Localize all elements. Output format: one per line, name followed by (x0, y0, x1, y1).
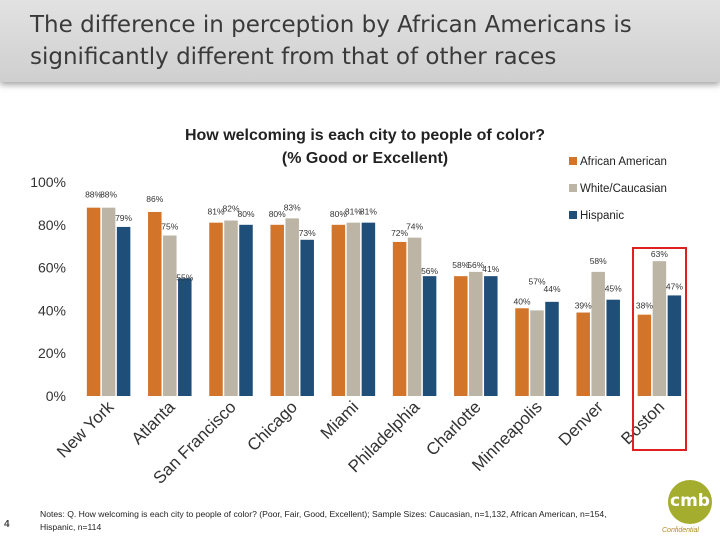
bar-atlanta-hispanic (178, 278, 192, 396)
data-label: 56% (421, 266, 438, 276)
y-tick-label: 100% (30, 174, 66, 190)
bar-new-york-white-caucasian (101, 207, 116, 396)
y-tick-label: 0% (46, 388, 66, 404)
bar-boston-african-american (637, 314, 652, 396)
bar-denver-white-caucasian (591, 271, 605, 396)
data-label: 86% (146, 194, 163, 204)
bars-layer (86, 207, 682, 396)
data-label: 47% (666, 281, 683, 291)
x-category-label: New York (53, 397, 118, 462)
data-labels-layer: 88%88%79%86%75%55%81%82%80% 80%83%73%80%8… (85, 190, 683, 311)
legend: African American White/Caucasian Hispanic (569, 156, 667, 222)
data-label: 80% (330, 209, 347, 219)
bar-philadelphia-white-caucasian (407, 237, 422, 396)
bar-denver-hispanic (606, 299, 620, 396)
legend-swatch (569, 157, 577, 165)
chart-title: How welcoming is each city to people of … (185, 127, 545, 144)
page-number: 4 (4, 519, 10, 530)
bar-denver-african-american (576, 312, 590, 396)
x-category-label: Charlotte (422, 397, 484, 459)
x-category-label: Boston (617, 397, 668, 448)
data-label: 75% (161, 222, 178, 232)
bar-miami-african-american (331, 224, 346, 396)
x-category-label: Chicago (243, 397, 301, 455)
bar-atlanta-white-caucasian (163, 235, 177, 396)
bar-san-francisco-african-american (209, 222, 223, 396)
data-label: 83% (284, 202, 301, 212)
data-label: 88% (85, 190, 102, 200)
data-label: 38% (636, 301, 653, 311)
bar-new-york-african-american (86, 207, 101, 396)
data-label: 81% (345, 207, 362, 217)
data-label: 73% (299, 228, 316, 238)
data-label: 57% (528, 276, 545, 286)
data-label: 80% (269, 209, 286, 219)
data-label: 44% (543, 284, 560, 294)
bar-minneapolis-hispanic (545, 301, 559, 396)
data-label: 81% (207, 207, 224, 217)
bar-minneapolis-white-caucasian (530, 310, 544, 396)
boston-highlight-box (632, 247, 687, 451)
cmb-logo: cmb (668, 480, 712, 524)
data-label: 80% (237, 209, 254, 219)
bar-san-francisco-white-caucasian (224, 220, 238, 396)
bar-chicago-hispanic (300, 239, 314, 396)
bar-new-york-hispanic (116, 226, 131, 396)
y-tick-label: 20% (38, 345, 66, 361)
bar-philadelphia-hispanic (422, 276, 437, 396)
bar-minneapolis-african-american (515, 308, 529, 396)
data-label: 81% (360, 207, 377, 217)
data-label: 79% (115, 213, 132, 223)
data-label: 63% (651, 249, 668, 259)
data-label: 88% (100, 190, 117, 200)
data-label: 55% (176, 272, 193, 282)
bar-san-francisco-hispanic (239, 224, 253, 396)
data-label: 56% (467, 260, 484, 270)
data-label: 58% (590, 256, 607, 266)
data-label: 40% (513, 296, 530, 306)
y-tick-label: 80% (38, 217, 66, 233)
bar-chicago-african-american (270, 224, 284, 396)
bar-miami-hispanic (361, 222, 376, 396)
legend-label: African American (580, 156, 667, 168)
data-label: 58% (452, 260, 469, 270)
legend-swatch (569, 184, 577, 192)
data-label: 82% (222, 204, 239, 214)
footnote: Notes: Q. How welcoming is each city to … (40, 509, 607, 532)
y-tick-label: 60% (38, 260, 66, 276)
y-tick-label: 40% (38, 302, 66, 318)
data-label: 45% (605, 284, 622, 294)
bar-miami-white-caucasian (346, 222, 361, 396)
data-label: 39% (575, 301, 592, 311)
chart-subtitle: (% Good or Excellent) (282, 150, 448, 167)
bar-boston-white-caucasian (652, 261, 667, 396)
x-category-label: Denver (555, 397, 607, 449)
slide-title: The difference in perception by African … (30, 12, 632, 70)
bar-charlotte-white-caucasian (469, 271, 483, 396)
legend-swatch (569, 211, 577, 219)
bar-chicago-white-caucasian (285, 218, 299, 396)
legend-label: Hispanic (580, 210, 624, 222)
bar-charlotte-hispanic (484, 276, 498, 396)
title-band (0, 0, 720, 82)
bar-charlotte-african-american (454, 276, 468, 396)
legend-label: White/Caucasian (580, 183, 667, 195)
data-label: 74% (406, 222, 423, 232)
bar-atlanta-african-american (148, 211, 162, 396)
x-category-label: Atlanta (128, 397, 179, 448)
data-label: 72% (391, 228, 408, 238)
confidential-label: Confidential (662, 527, 699, 534)
data-label: 41% (482, 264, 499, 274)
bar-philadelphia-african-american (392, 241, 407, 396)
bar-boston-hispanic (667, 295, 682, 396)
x-category-label: Miami (317, 397, 362, 442)
